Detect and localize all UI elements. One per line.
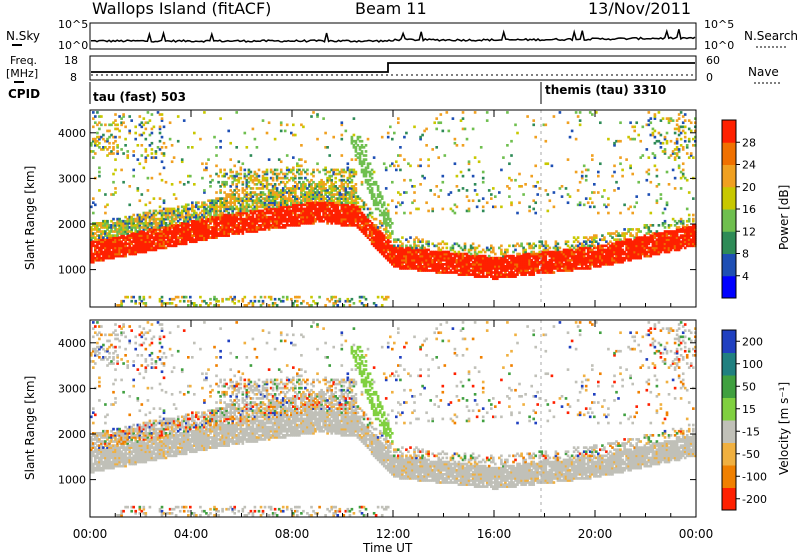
velocity-colorbar-label: Velocity [m s⁻¹]	[777, 382, 791, 475]
power-colorbar-swatch	[722, 164, 736, 188]
power-ytick-label: 3000	[58, 172, 86, 185]
velocity-colorbar-tick: -50	[742, 448, 760, 461]
power-colorbar-swatch	[722, 120, 736, 143]
freq-axis-top: 18	[64, 54, 78, 67]
velocity-colorbar-tick: 50	[742, 380, 756, 393]
velocity-colorbar-tick: -100	[742, 470, 767, 483]
power-colorbar-tick: 8	[742, 248, 749, 261]
time-axis-label: Time UT	[362, 541, 413, 554]
velocity-colorbar-swatch	[722, 420, 736, 443]
velocity-ytick-label: 2000	[58, 428, 86, 441]
velocity-ytick-label: 1000	[58, 474, 86, 487]
time-tick-label: 00:00	[679, 527, 714, 541]
date-title: 13/Nov/2011	[588, 0, 691, 18]
power-colorbar-tick: 4	[742, 270, 749, 283]
freq-panel	[89, 55, 697, 81]
beam-title: Beam 11	[355, 0, 427, 18]
power-colorbar-tick: 28	[742, 136, 756, 149]
time-tick-label: 16:00	[477, 527, 512, 541]
power-colorbar-swatch	[722, 231, 736, 254]
time-tick-label: 20:00	[578, 527, 613, 541]
time-axis: 00:00 04:00 08:00 12:00 16:00 20:00 00:00	[73, 110, 714, 541]
nsearch-axis-top: 10^5	[704, 18, 734, 31]
cpid-mode-1: tau (fast) 503	[93, 90, 186, 104]
power-colorbar-swatch	[722, 253, 736, 277]
velocity-cells	[90, 321, 697, 517]
velocity-colorbar: 200 100 50 15 -15 -50 -100 -200	[721, 329, 767, 511]
power-colorbar-tick: 16	[742, 203, 756, 216]
velocity-colorbar-swatch	[722, 330, 736, 353]
power-colorbar-swatch	[722, 209, 736, 232]
nsky-axis-top: 10^5	[58, 18, 88, 31]
time-tick-label: 04:00	[174, 527, 209, 541]
freq-label-line2: [MHz]	[6, 67, 38, 80]
power-panel: 1000 2000 3000 4000 Slant Range [km]	[23, 109, 697, 308]
velocity-colorbar-swatch	[722, 352, 736, 376]
power-colorbar: 4 8 12 16 20 24 28	[721, 119, 756, 299]
power-colorbar-tick: 24	[742, 159, 756, 172]
power-colorbar-label: Power [dB]	[777, 185, 791, 250]
power-colorbar-tick: 12	[742, 225, 756, 238]
cpid-label: CPID	[8, 87, 40, 101]
power-ytick-label: 2000	[58, 218, 86, 231]
velocity-ytick-label: 4000	[58, 337, 86, 350]
velocity-colorbar-swatch	[722, 487, 736, 511]
power-ytick-label: 4000	[58, 127, 86, 140]
nave-axis-bottom: 0	[706, 71, 713, 84]
freq-trace	[91, 62, 695, 73]
velocity-ylabel: Slant Range [km]	[23, 376, 37, 480]
velocity-colorbar-swatch	[722, 397, 736, 421]
nsky-label: N.Sky	[6, 29, 40, 43]
velocity-colorbar-tick: -15	[742, 425, 760, 438]
nsky-axis-bottom: 10^0	[58, 39, 88, 52]
time-tick-label: 12:00	[376, 527, 411, 541]
velocity-colorbar-tick: 100	[742, 358, 763, 371]
power-colorbar-tick: 20	[742, 181, 756, 194]
nsearch-label: N.Search	[744, 29, 798, 43]
power-cells	[90, 111, 697, 307]
time-tick-label: 00:00	[73, 527, 108, 541]
power-colorbar-swatch	[722, 275, 736, 299]
nave-axis-top: 60	[706, 54, 720, 67]
nsearch-axis-bottom: 10^0	[704, 39, 734, 52]
freq-axis-bottom: 8	[70, 71, 77, 84]
nsky-trace	[91, 28, 696, 43]
station-title: Wallops Island (fitACF)	[92, 0, 271, 18]
power-colorbar-swatch	[722, 186, 736, 210]
cpid-mode-2: themis (tau) 3310	[545, 83, 666, 97]
velocity-colorbar-swatch	[722, 465, 736, 488]
nsky-panel	[89, 22, 697, 50]
power-colorbar-swatch	[722, 142, 736, 165]
velocity-colorbar-tick: -200	[742, 493, 767, 506]
velocity-colorbar-tick: 15	[742, 403, 756, 416]
velocity-colorbar-swatch	[722, 442, 736, 466]
nave-label: Nave	[748, 65, 779, 79]
power-ylabel: Slant Range [km]	[23, 166, 37, 270]
velocity-ytick-label: 3000	[58, 382, 86, 395]
velocity-panel: 1000 2000 3000 4000 Slant Range [km]	[23, 319, 697, 518]
time-tick-label: 08:00	[275, 527, 310, 541]
velocity-colorbar-tick: 200	[742, 335, 763, 348]
power-ytick-label: 1000	[58, 264, 86, 277]
velocity-colorbar-swatch	[722, 375, 736, 398]
freq-label-line1: Freq.	[10, 54, 37, 67]
